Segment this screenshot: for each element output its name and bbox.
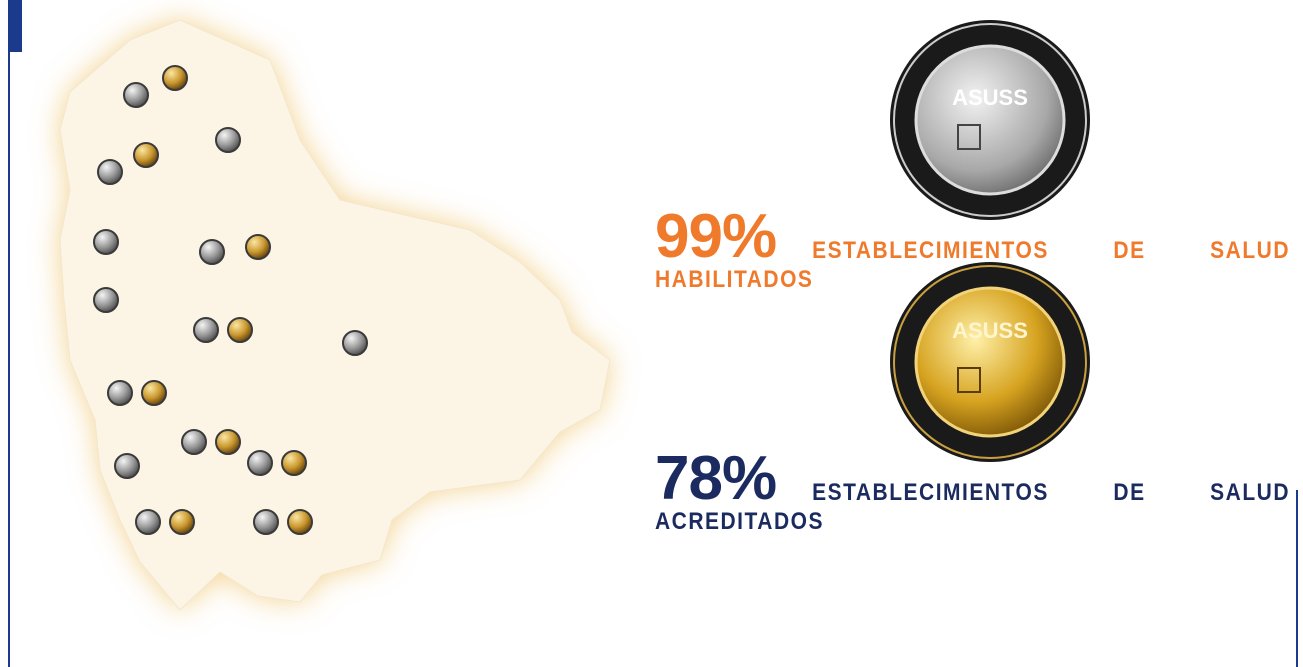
gold-dot	[133, 142, 159, 168]
gold-dot	[141, 380, 167, 406]
silver-dot	[123, 82, 149, 108]
gold-medal: ASUSS	[890, 262, 1090, 462]
silver-dot	[342, 330, 368, 356]
stat-label: ACREDITADOS	[655, 508, 824, 535]
silver-dot	[215, 127, 241, 153]
stat-acreditados: 78% ESTABLECIMIENTOS DE SALUD ACREDITADO…	[655, 448, 1290, 535]
silver-dot	[135, 509, 161, 535]
silver-dot	[114, 453, 140, 479]
gold-dot	[169, 509, 195, 535]
silver-dot	[253, 509, 279, 535]
silver-dot	[93, 287, 119, 313]
dots	[93, 65, 368, 535]
stat-label: ESTABLECIMIENTOS DE SALUD	[812, 479, 1290, 506]
silver-medal: ASUSS	[890, 20, 1090, 220]
stat-row: 78% ESTABLECIMIENTOS DE SALUD	[655, 448, 1290, 510]
silver-dot	[181, 429, 207, 455]
stat-label: ESTABLECIMIENTOS DE SALUD	[812, 237, 1290, 264]
gold-dot	[227, 317, 253, 343]
map	[59, 19, 611, 611]
gold-dot	[162, 65, 188, 91]
gold-dot	[287, 509, 313, 535]
gold-dot	[215, 429, 241, 455]
medal-label: ASUSS	[952, 318, 1028, 343]
gold-dot	[245, 234, 271, 260]
corner-bar	[8, 0, 22, 52]
stat-row: 99% ESTABLECIMIENTOS DE SALUD	[655, 206, 1290, 268]
silver-dot	[107, 380, 133, 406]
percent: 99%	[655, 202, 777, 271]
silver-dot	[93, 229, 119, 255]
silver-dot	[199, 239, 225, 265]
stat-label: HABILITADOS	[655, 266, 814, 293]
silver-dot	[193, 317, 219, 343]
medal-label: ASUSS	[952, 85, 1028, 110]
silver-dot	[247, 450, 273, 476]
gold-dot	[281, 450, 307, 476]
stat-habilitados: 99% ESTABLECIMIENTOS DE SALUD HABILITADO…	[655, 206, 1290, 293]
percent: 78%	[655, 444, 777, 513]
silver-dot	[97, 159, 123, 185]
